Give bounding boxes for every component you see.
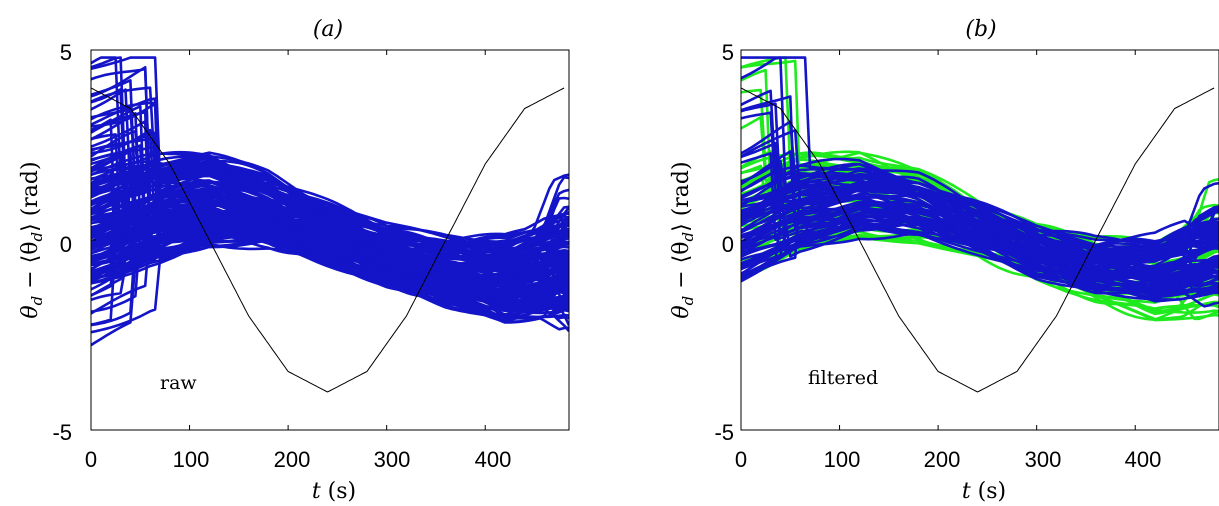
reference-curve xyxy=(741,87,1215,393)
x-tick-label: 100 xyxy=(173,447,210,472)
panel-a-plot-area xyxy=(90,49,570,431)
panel-b-ticks: 5 0 -5 0 100 200 300 400 xyxy=(714,40,1161,472)
series-line xyxy=(741,162,1219,248)
y-tick-label: 0 xyxy=(60,232,72,257)
panel-a-ticks: 5 0 -5 0 100 200 300 400 xyxy=(52,40,511,472)
y-tick-label: 5 xyxy=(722,40,734,65)
series-line xyxy=(741,56,1219,250)
x-tick-label: 100 xyxy=(824,447,861,472)
panel-b-annotation: filtered xyxy=(808,367,878,389)
series-line xyxy=(91,232,569,320)
panel-b-title: (b) xyxy=(965,17,996,42)
x-tick-label: 400 xyxy=(475,447,512,472)
series-line xyxy=(741,231,1219,301)
series-line xyxy=(741,215,1219,289)
series-line xyxy=(91,174,569,262)
series-line xyxy=(741,120,1219,257)
reference-curve xyxy=(91,87,565,393)
panel-a: (a) 5 0 -5 0 100 200 300 400 t (s) θd − … xyxy=(18,17,570,504)
x-tick-label: 300 xyxy=(374,447,411,472)
series-line xyxy=(91,218,569,297)
series-line xyxy=(91,205,569,297)
series-line xyxy=(91,202,569,289)
y-tick-label: 5 xyxy=(60,40,72,65)
y-tick-label: -5 xyxy=(714,420,734,445)
x-tick-label: 200 xyxy=(274,447,311,472)
series-line xyxy=(741,183,1219,263)
series-line xyxy=(91,184,569,269)
panel-a-title: (a) xyxy=(313,17,343,42)
series-line xyxy=(91,222,569,294)
y-tick-label: 0 xyxy=(722,232,734,257)
panel-b-plot-area xyxy=(740,49,1219,431)
series-line xyxy=(91,221,569,311)
series-lines xyxy=(741,56,1219,393)
series-line xyxy=(91,238,569,318)
x-tick-label: 0 xyxy=(735,447,747,472)
x-tick-label: 0 xyxy=(85,447,97,472)
y-tick-label: -5 xyxy=(52,420,72,445)
x-tick-label: 400 xyxy=(1125,447,1162,472)
series-line xyxy=(741,205,1219,286)
x-tick-label: 300 xyxy=(1025,447,1062,472)
series-line xyxy=(91,189,569,276)
x-tick-label: 200 xyxy=(924,447,961,472)
series-line xyxy=(91,157,569,251)
series-line xyxy=(741,221,1219,296)
panel-b: (b) 5 0 -5 0 100 200 300 400 t (s) θd − … xyxy=(669,17,1219,504)
panel-a-x-axis-label: t (s) xyxy=(312,479,356,504)
panel-b-x-axis-label: t (s) xyxy=(962,479,1006,504)
series-line xyxy=(741,157,1219,247)
panel-a-annotation: raw xyxy=(160,372,197,394)
series-line xyxy=(741,196,1219,269)
series-line xyxy=(91,150,569,244)
series-line xyxy=(741,184,1219,282)
series-line xyxy=(91,155,569,248)
panel-a-y-axis-label: θd − ⟨θd⟩ (rad) xyxy=(18,161,46,318)
series-lines xyxy=(91,56,569,393)
panel-b-y-axis-label: θd − ⟨θd⟩ (rad) xyxy=(669,161,697,318)
series-line xyxy=(91,108,569,252)
